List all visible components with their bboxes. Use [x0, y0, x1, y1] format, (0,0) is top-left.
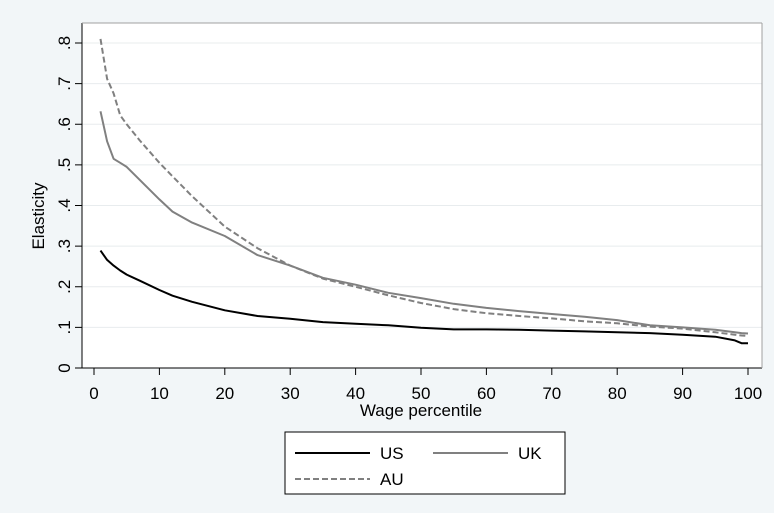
x-tick-label: 70 [542, 384, 561, 403]
y-tick-label: .2 [55, 280, 74, 294]
x-tick-label: 60 [477, 384, 496, 403]
y-tick-label: .1 [55, 320, 74, 334]
x-tick-label: 50 [412, 384, 431, 403]
series-line-au [99, 38, 749, 337]
y-tick-label: .6 [55, 117, 74, 131]
plot-area: 0 .1 .2 .3 .4 .5 .6 .7 .8 0 10 20 30 40 50 60 70 80 90 100 [55, 22, 763, 403]
legend-label-au: AU [380, 470, 404, 489]
x-tick-label: 40 [346, 384, 365, 403]
legend-label-uk: UK [518, 444, 542, 463]
legend-box [284, 431, 566, 495]
x-tick-label: 0 [89, 384, 98, 403]
y-tick-label: 0 [55, 363, 74, 372]
x-tick-label: 30 [281, 384, 300, 403]
series-line-us [99, 250, 748, 345]
series-line-uk [99, 111, 749, 335]
x-tick-label: 80 [608, 384, 627, 403]
y-tick-label: .7 [55, 77, 74, 91]
y-tick-label: .3 [55, 239, 74, 253]
x-tick-label: 20 [215, 384, 234, 403]
plot-background [82, 23, 762, 368]
x-axis-title: Wage percentile [360, 401, 482, 420]
x-tick-label: 90 [673, 384, 692, 403]
y-axis-title: Elasticity [29, 182, 48, 250]
y-tick-label: .8 [55, 36, 74, 50]
y-tick-label: .4 [55, 198, 74, 212]
x-tick-label: 10 [150, 384, 169, 403]
y-tick-label: .5 [55, 158, 74, 172]
x-tick-label: 100 [734, 384, 762, 403]
legend-label-us: US [380, 444, 404, 463]
legend: US UK AU [284, 431, 566, 495]
